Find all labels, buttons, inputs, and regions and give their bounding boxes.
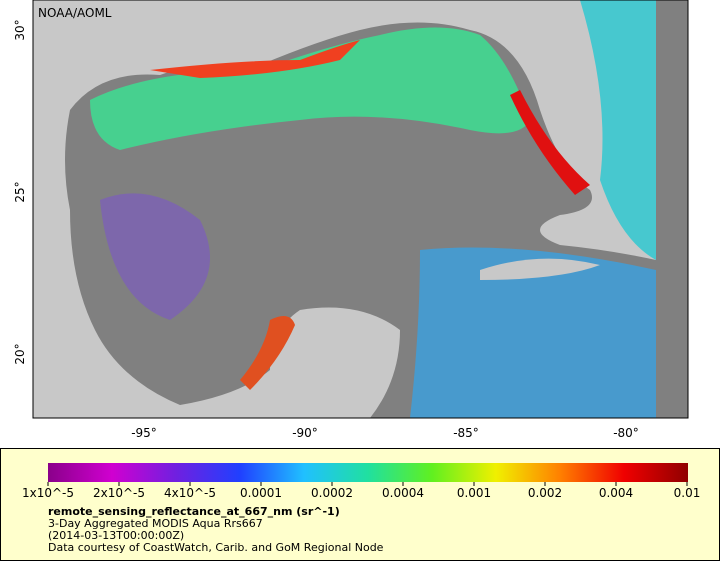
colorbar-tick-label: 0.0004 bbox=[382, 486, 424, 500]
colorbar-tick-label: 4x10^-5 bbox=[164, 486, 216, 500]
coastal-water bbox=[240, 316, 295, 390]
colorbar-ticks: 1x10^-5 2x10^-5 4x10^-5 0.0001 0.0002 0.0004 0… bbox=[22, 482, 700, 500]
cuba bbox=[480, 258, 600, 280]
caption-line: (2014-03-13T00:00:00Z) bbox=[48, 529, 184, 542]
colorbar-tick-label: 0.004 bbox=[599, 486, 633, 500]
colorbar-tick-label: 1x10^-5 bbox=[22, 486, 74, 500]
lat-tick-label: 30° bbox=[13, 19, 27, 40]
atlantic-water bbox=[580, 0, 656, 260]
colorbar-tick-label: 2x10^-5 bbox=[93, 486, 145, 500]
coastal-water bbox=[510, 90, 590, 195]
colorbar-title: remote_sensing_reflectance_at_667_nm (sr… bbox=[48, 505, 340, 518]
lon-tick-label: -80° bbox=[613, 426, 639, 440]
credit: NOAA/AOML bbox=[38, 6, 112, 20]
caption-line: 3-Day Aggregated MODIS Aqua Rrs667 bbox=[48, 517, 263, 530]
lat-tick-label: 20° bbox=[13, 343, 27, 364]
no-data bbox=[656, 0, 688, 418]
lat-tick-label: 25° bbox=[13, 181, 27, 202]
map: NOAA/AOML bbox=[32, 0, 689, 419]
coastal-water bbox=[150, 40, 360, 78]
colorbar-tick-label: 0.001 bbox=[457, 486, 491, 500]
lon-tick-label: -95° bbox=[131, 426, 157, 440]
colorbar-tick-label: 0.01 bbox=[674, 486, 701, 500]
lon-tick-label: -90° bbox=[292, 426, 318, 440]
lon-tick-label: -85° bbox=[453, 426, 479, 440]
colorbar-tick-label: 0.002 bbox=[528, 486, 562, 500]
offshore-water bbox=[100, 193, 210, 320]
colorbar bbox=[48, 463, 688, 482]
caption-line: Data courtesy of CoastWatch, Carib. and … bbox=[48, 541, 384, 554]
colorbar-tick-label: 0.0001 bbox=[240, 486, 282, 500]
map-frame bbox=[32, 0, 689, 419]
shelf-water bbox=[90, 27, 530, 150]
caribbean-water bbox=[410, 247, 656, 418]
colorbar-tick-label: 0.0002 bbox=[311, 486, 353, 500]
